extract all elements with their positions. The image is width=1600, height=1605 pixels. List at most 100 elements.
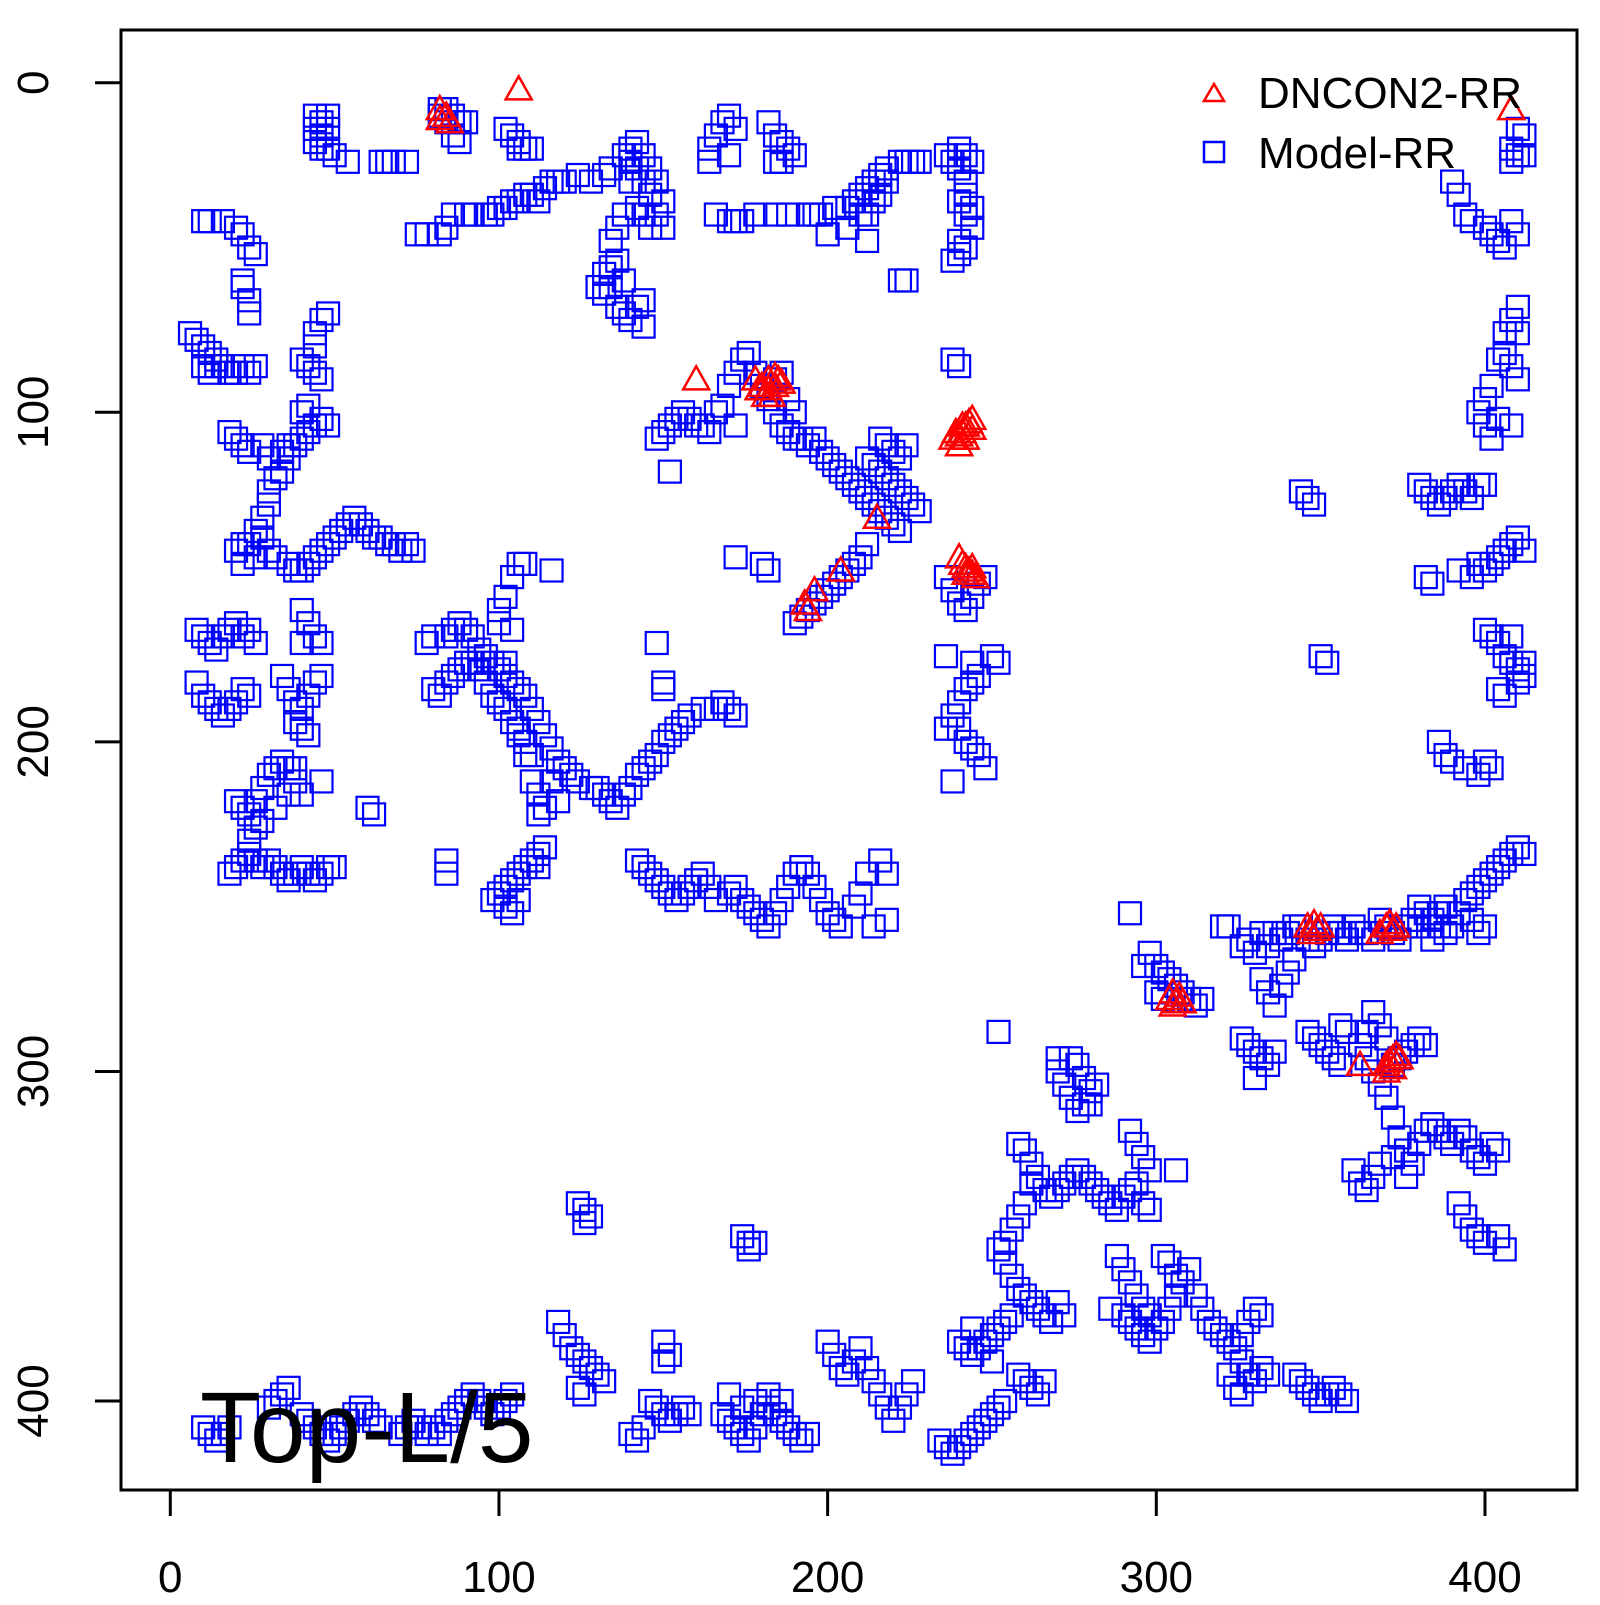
data-point-square xyxy=(703,696,728,722)
data-point-square xyxy=(1499,532,1524,557)
data-point-square xyxy=(191,1415,216,1440)
data-point-square xyxy=(644,742,669,768)
data-point-square xyxy=(1229,934,1254,959)
data-point-square xyxy=(1486,406,1511,431)
data-point-square xyxy=(789,855,814,880)
data-point-square xyxy=(177,321,203,346)
data-point-square xyxy=(1407,894,1432,919)
data-point-square xyxy=(217,1415,242,1440)
data-point-square xyxy=(651,1349,676,1374)
data-point-square xyxy=(947,591,972,616)
data-point-square xyxy=(309,307,334,333)
data-point-square xyxy=(467,637,492,662)
legend-square-icon xyxy=(1202,140,1226,164)
data-point-square xyxy=(887,446,913,471)
data-point-square xyxy=(664,716,689,741)
data-point-square xyxy=(716,881,742,906)
data-point-square xyxy=(611,268,636,293)
data-point-square xyxy=(197,209,222,234)
data-point-square xyxy=(670,1395,696,1420)
data-point-square xyxy=(368,1415,393,1440)
data-point-square xyxy=(1420,927,1445,952)
data-point-square xyxy=(526,189,551,214)
data-point-square xyxy=(933,644,959,669)
data-point-square xyxy=(506,677,531,702)
data-point-square xyxy=(1117,1309,1143,1335)
data-point-square xyxy=(565,1342,590,1367)
data-point-square xyxy=(1236,927,1261,952)
data-point-square xyxy=(500,670,525,695)
data-point-square xyxy=(1472,413,1498,438)
data-point-square xyxy=(960,1342,985,1367)
data-point-square xyxy=(1098,1296,1123,1321)
data-point-square xyxy=(947,690,972,715)
data-point-square xyxy=(532,835,558,860)
data-point-square xyxy=(986,1237,1011,1262)
data-point-square xyxy=(519,696,544,722)
data-point-square xyxy=(276,677,301,702)
data-point-square xyxy=(1078,1171,1103,1196)
data-point-square xyxy=(1479,756,1504,781)
data-point-square xyxy=(361,802,387,827)
data-point-triangle xyxy=(957,403,988,431)
data-point-square xyxy=(611,143,636,168)
data-point-triangle xyxy=(681,363,712,391)
data-point-square xyxy=(1052,1171,1077,1196)
data-point-square xyxy=(230,848,255,873)
data-point-square xyxy=(618,775,643,801)
data-point-square xyxy=(276,782,301,807)
data-point-square xyxy=(1472,472,1498,497)
data-point-square xyxy=(651,874,676,899)
data-point-square xyxy=(1308,644,1333,669)
data-point-square xyxy=(716,696,742,722)
data-point-square xyxy=(1025,1382,1051,1407)
data-point-square xyxy=(960,1316,985,1341)
data-point-square xyxy=(907,499,932,524)
data-point-square xyxy=(1400,1151,1425,1176)
data-point-square xyxy=(710,393,735,418)
data-point-triangle xyxy=(950,423,981,450)
data-point-square xyxy=(1249,967,1274,992)
data-point-square xyxy=(302,413,328,438)
data-point-square xyxy=(1117,1270,1143,1295)
data-point-square xyxy=(1269,927,1294,952)
data-point-square xyxy=(703,202,728,227)
data-point-square xyxy=(874,907,899,932)
data-point-square xyxy=(657,723,682,748)
data-point-square xyxy=(690,413,715,438)
data-point-triangle xyxy=(424,93,455,121)
data-point-square xyxy=(723,703,748,728)
data-point-square xyxy=(1486,1138,1511,1163)
x-tick-label: 400 xyxy=(1448,1553,1521,1600)
data-point-square xyxy=(309,769,334,794)
data-point-square xyxy=(848,479,873,504)
data-point-square xyxy=(473,1395,498,1420)
data-point-square xyxy=(585,775,610,801)
data-point-triangle xyxy=(940,416,971,444)
data-point-square xyxy=(1012,1138,1037,1163)
data-point-square xyxy=(973,1408,998,1433)
data-point-square xyxy=(1328,1382,1353,1407)
data-point-square xyxy=(710,110,735,135)
data-point-square xyxy=(1315,1039,1340,1064)
data-point-square xyxy=(1472,387,1498,412)
data-point-square xyxy=(1052,1072,1077,1097)
y-tick-label: 300 xyxy=(9,1035,58,1108)
data-point-square xyxy=(296,683,321,708)
data-point-square xyxy=(401,1408,426,1433)
data-point-square xyxy=(749,551,775,577)
data-point-square xyxy=(1249,1303,1274,1328)
data-point-square xyxy=(532,176,558,201)
data-point-square xyxy=(210,703,235,728)
data-point-square xyxy=(966,663,991,689)
data-point-square xyxy=(256,1395,282,1420)
data-point-square xyxy=(1065,1098,1090,1124)
data-point-square xyxy=(670,709,696,735)
data-point-square xyxy=(434,624,459,649)
data-point-square xyxy=(979,1402,1005,1427)
data-point-square xyxy=(217,617,242,642)
data-point-square xyxy=(322,143,347,168)
data-point-square xyxy=(1459,881,1484,906)
data-point-square xyxy=(348,1395,374,1420)
data-point-square xyxy=(506,716,531,741)
